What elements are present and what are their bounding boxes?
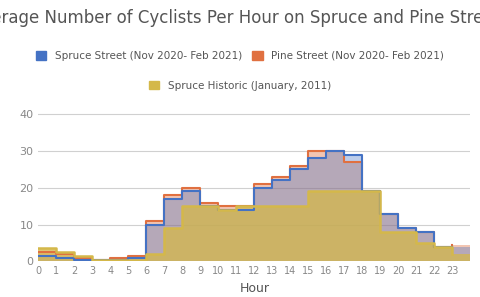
Legend: Spruce Historic (January, 2011): Spruce Historic (January, 2011) xyxy=(145,77,335,95)
X-axis label: Hour: Hour xyxy=(240,282,269,295)
Legend: Spruce Street (Nov 2020- Feb 2021), Pine Street (Nov 2020- Feb 2021): Spruce Street (Nov 2020- Feb 2021), Pine… xyxy=(32,47,448,65)
Text: Average Number of Cyclists Per Hour on Spruce and Pine Streets: Average Number of Cyclists Per Hour on S… xyxy=(0,9,480,27)
